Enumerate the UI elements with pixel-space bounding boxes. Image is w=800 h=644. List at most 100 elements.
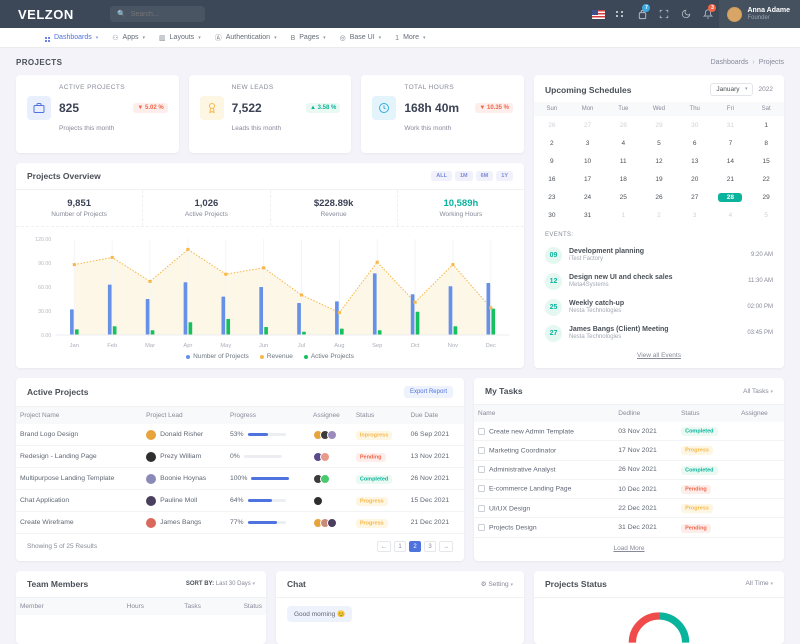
calendar-day[interactable]: 29 xyxy=(641,116,677,134)
calendar-day[interactable]: 29 xyxy=(748,188,784,206)
task-checkbox[interactable] xyxy=(478,485,485,492)
search-input[interactable] xyxy=(131,11,198,18)
calendar-day[interactable]: 24 xyxy=(570,188,606,206)
calendar-day[interactable]: 18 xyxy=(605,170,641,188)
calendar-day[interactable]: 3 xyxy=(677,206,713,224)
calendar-day[interactable]: 14 xyxy=(713,152,749,170)
menu-item-authentication[interactable]: Ⓐ Authentication ▾ xyxy=(215,33,277,43)
table-row[interactable]: Create new Admin Template 03 Nov 2021 Co… xyxy=(474,422,784,441)
page-button[interactable]: ← xyxy=(377,541,391,552)
view-all-events-link[interactable]: View all Events xyxy=(534,346,784,368)
calendar-day[interactable]: 12 xyxy=(641,152,677,170)
calendar-day[interactable]: 2 xyxy=(641,206,677,224)
menu-item-dashboards[interactable]: Dashboards ▾ xyxy=(45,34,98,42)
calendar-day[interactable]: 2 xyxy=(534,134,570,152)
legend-item-number-of-projects[interactable]: Number of Projects xyxy=(186,353,249,360)
user-profile-menu[interactable]: Anna Adame Founder xyxy=(719,0,800,28)
page-button[interactable]: 2 xyxy=(409,541,421,552)
task-checkbox[interactable] xyxy=(478,447,485,454)
legend-item-revenue[interactable]: Revenue xyxy=(260,353,293,360)
chart-filter-6m[interactable]: 6M xyxy=(476,171,494,181)
event-item[interactable]: 27 James Bangs (Client) Meeting Nesta Te… xyxy=(534,320,784,346)
page-button[interactable]: 3 xyxy=(424,541,436,552)
task-checkbox[interactable] xyxy=(478,524,485,531)
calendar-day[interactable]: 31 xyxy=(570,206,606,224)
calendar-day[interactable]: 30 xyxy=(677,116,713,134)
calendar-day[interactable]: 5 xyxy=(641,134,677,152)
breadcrumb-item-dashboards[interactable]: Dashboards xyxy=(711,59,749,66)
calendar-day[interactable]: 20 xyxy=(677,170,713,188)
calendar-day[interactable]: 30 xyxy=(534,206,570,224)
calendar-day[interactable]: 11 xyxy=(605,152,641,170)
search-box[interactable]: 🔍 xyxy=(110,6,205,22)
table-row[interactable]: UI/UX Design 22 Dec 2021 Progress xyxy=(474,499,784,518)
calendar-day[interactable]: 28 xyxy=(605,116,641,134)
apps-grid-icon[interactable] xyxy=(609,0,631,28)
fullscreen-icon[interactable] xyxy=(653,0,675,28)
calendar-day[interactable]: 10 xyxy=(570,152,606,170)
flag-icon[interactable] xyxy=(587,0,609,28)
menu-item-pages[interactable]: ὜B Pages ▾ xyxy=(291,34,326,42)
table-row[interactable]: Marketing Coordinator 17 Nov 2021 Progre… xyxy=(474,441,784,460)
table-row[interactable]: Projects Design 31 Dec 2021 Pending xyxy=(474,518,784,537)
table-row[interactable]: Administrative Analyst 26 Nov 2021 Compl… xyxy=(474,460,784,479)
menu-item-apps[interactable]: ⚇ Apps ▾ xyxy=(112,34,145,42)
calendar-day[interactable]: 4 xyxy=(605,134,641,152)
moon-icon[interactable] xyxy=(675,0,697,28)
calendar-day[interactable]: 25 xyxy=(605,188,641,206)
calendar-day[interactable]: 27 xyxy=(677,188,713,206)
event-item[interactable]: 12 Design new UI and check sales Meta4Sy… xyxy=(534,268,784,294)
calendar-day[interactable]: 17 xyxy=(570,170,606,188)
calendar-day[interactable]: 6 xyxy=(677,134,713,152)
calendar-day[interactable]: 9 xyxy=(534,152,570,170)
calendar-day[interactable]: 7 xyxy=(713,134,749,152)
sort-by-dropdown[interactable]: SORT BY: Last 30 Days ▾ xyxy=(186,581,255,587)
table-row[interactable]: Chat Application Pauline Moll 64% Progre… xyxy=(16,490,464,512)
calendar-day[interactable]: 1 xyxy=(605,206,641,224)
calendar-day[interactable]: 27 xyxy=(570,116,606,134)
load-more-link[interactable]: Load More xyxy=(474,538,784,561)
calendar-day[interactable]: 4 xyxy=(713,206,749,224)
table-row[interactable]: Create Wireframe James Bangs 77% Progres… xyxy=(16,512,464,534)
export-report-button[interactable]: Export Report xyxy=(404,386,453,398)
task-checkbox[interactable] xyxy=(478,466,485,473)
calendar-day[interactable]: 23 xyxy=(534,188,570,206)
calendar-day[interactable]: 15 xyxy=(748,152,784,170)
menu-item-base-ui[interactable]: ◎ Base UI ▾ xyxy=(340,34,382,42)
brand-logo[interactable]: VELZON xyxy=(0,7,110,22)
event-item[interactable]: 09 Development planning iTest Factory 9:… xyxy=(534,242,784,268)
page-button[interactable]: → xyxy=(439,541,453,552)
calendar-day[interactable]: 8 xyxy=(748,134,784,152)
table-row[interactable]: Brand Logo Design Donald Risher 53% Inpr… xyxy=(16,424,464,446)
cart-icon[interactable]: 7 xyxy=(631,0,653,28)
chart-filter-all[interactable]: ALL xyxy=(431,171,452,181)
calendar-day[interactable]: 3 xyxy=(570,134,606,152)
task-checkbox[interactable] xyxy=(478,428,485,435)
calendar-day[interactable]: 16 xyxy=(534,170,570,188)
calendar-day[interactable]: 21 xyxy=(713,170,749,188)
legend-item-active-projects[interactable]: Active Projects xyxy=(304,353,354,360)
calendar-day[interactable]: 1 xyxy=(748,116,784,134)
task-checkbox[interactable] xyxy=(478,505,485,512)
calendar-day[interactable]: 13 xyxy=(677,152,713,170)
chart-filter-1m[interactable]: 1M xyxy=(455,171,473,181)
menu-item-layouts[interactable]: ▥ Layouts ▾ xyxy=(159,34,201,42)
bell-icon[interactable]: 3 xyxy=(697,0,719,28)
calendar-day[interactable]: 19 xyxy=(641,170,677,188)
calendar-day[interactable]: 22 xyxy=(748,170,784,188)
calendar-day[interactable]: 5 xyxy=(748,206,784,224)
table-row[interactable]: Multipurpose Landing Template Boonie Hoy… xyxy=(16,468,464,490)
chat-setting-dropdown[interactable]: ⚙ Setting ▾ xyxy=(481,580,513,588)
table-row[interactable]: Redesign - Landing Page Prezy William 0%… xyxy=(16,446,464,468)
calendar-day[interactable]: 28 xyxy=(713,188,749,206)
chart-filter-1y[interactable]: 1Y xyxy=(496,171,513,181)
table-row[interactable]: E-commerce Landing Page 10 Dec 2021 Pend… xyxy=(474,479,784,498)
month-select[interactable]: January xyxy=(710,83,752,96)
event-item[interactable]: 25 Weekly catch-up Nesta Technologies 02… xyxy=(534,294,784,320)
tasks-filter-dropdown[interactable]: All Tasks ▾ xyxy=(743,388,773,395)
calendar-day[interactable]: 26 xyxy=(641,188,677,206)
menu-item-more[interactable]: ὜1 More ▾ xyxy=(395,34,425,42)
calendar-day[interactable]: 26 xyxy=(534,116,570,134)
calendar-day[interactable]: 31 xyxy=(713,116,749,134)
status-filter-dropdown[interactable]: All Time ▾ xyxy=(746,580,773,587)
